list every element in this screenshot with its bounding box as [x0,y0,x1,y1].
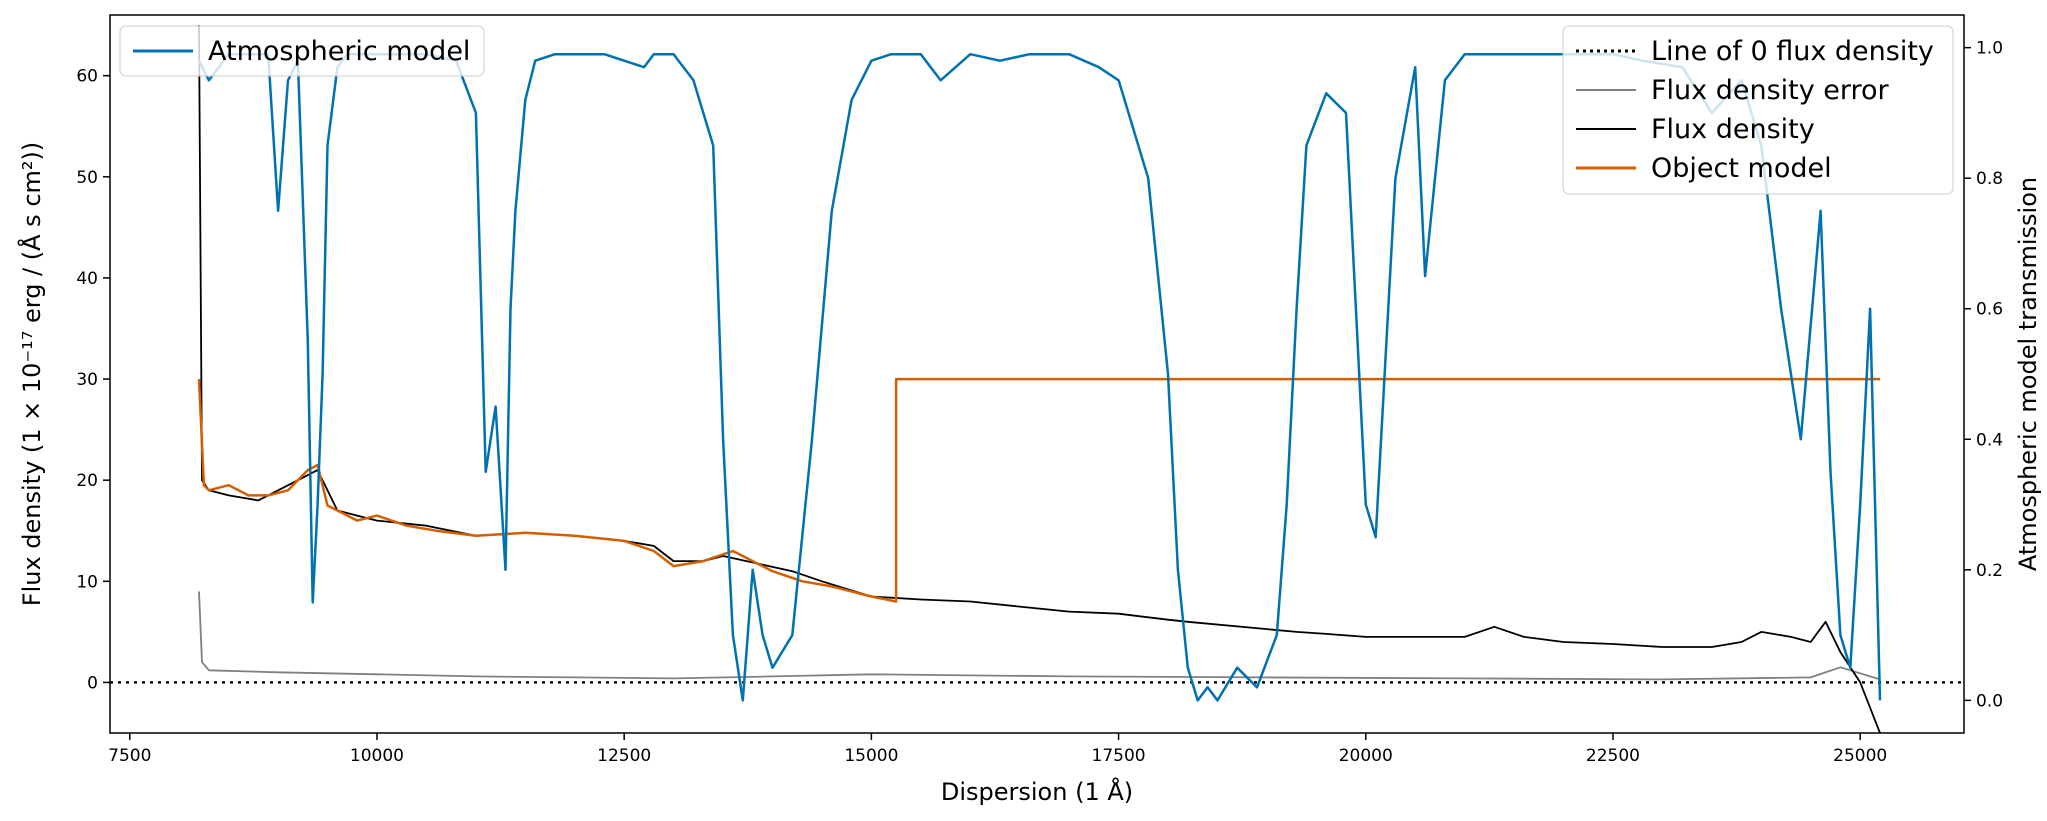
x-tick-label: 10000 [350,746,404,766]
legend-left: Atmospheric model [119,25,485,77]
series-object-model [197,377,1880,603]
y-left-tick-label: 20 [76,471,98,491]
y-right-tick-label: 0.0 [1976,691,2003,711]
x-axis-label: Dispersion (1 Å) [941,777,1133,806]
legend-zero-label: Line of 0 flux density [1651,36,1934,67]
x-tick-label: 15000 [844,746,898,766]
x-tick-label: 17500 [1092,746,1146,766]
series-flux-density-error [198,591,1881,681]
legend-left-box [119,25,485,77]
y-left-tick-label: 50 [76,168,98,188]
legend-error-label: Flux density error [1651,75,1890,106]
y-axis-right-label: Atmospheric model transmission [2014,177,2042,571]
y-axis-right: 0.0 0.2 0.4 0.6 0.8 1.0 [1964,39,2003,711]
y-left-tick-label: 40 [76,269,98,289]
y-left-tick-label: 0 [87,673,98,693]
legend-flux-label: Flux density [1651,114,1815,145]
legend-model-label: Object model [1651,153,1832,184]
y-left-tick-label: 60 [76,67,98,87]
legend-right-box [1562,25,1954,195]
y-right-tick-label: 0.8 [1976,169,2003,189]
y-left-tick-label: 30 [76,370,98,390]
y-axis-left-label: Flux density (1 × 10⁻¹⁷ erg / (Å s cm²)) [17,142,46,606]
x-tick-label: 20000 [1339,746,1393,766]
y-right-tick-label: 0.4 [1976,430,2003,450]
x-tick-label: 22500 [1586,746,1640,766]
x-tick-label: 25000 [1833,746,1887,766]
x-tick-label: 7500 [108,746,151,766]
plot-frame [109,14,1965,734]
y-axis-left: 0 10 20 30 40 50 60 [76,67,110,693]
legend-atmospheric-label: Atmospheric model [208,36,470,67]
x-tick-label: 12500 [597,746,651,766]
y-right-tick-label: 1.0 [1976,39,2003,59]
legend-right: Line of 0 flux density Flux density erro… [1562,25,1954,195]
y-right-tick-label: 0.2 [1976,561,2003,581]
y-left-tick-label: 10 [76,572,98,592]
x-axis: 7500 10000 12500 15000 17500 20000 22500 25000 [108,733,1887,766]
y-right-tick-label: 0.6 [1976,300,2003,320]
